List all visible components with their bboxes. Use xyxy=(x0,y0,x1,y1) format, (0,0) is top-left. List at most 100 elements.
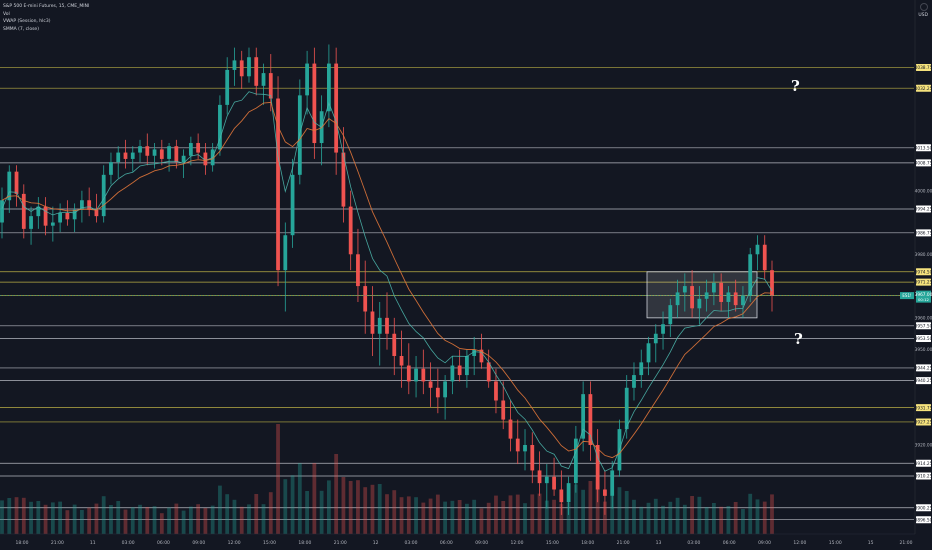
candle-body xyxy=(7,171,12,201)
candle-body xyxy=(421,368,426,382)
candle-body xyxy=(682,286,687,293)
smma-line xyxy=(1,101,773,459)
time-tick-label: 21:00 xyxy=(617,540,630,546)
volume-bar xyxy=(174,503,179,534)
volume-bar xyxy=(21,497,26,534)
level-label: 3953.50 xyxy=(915,336,932,342)
volume-bar xyxy=(566,502,571,534)
time-tick-label: 15:00 xyxy=(546,540,559,546)
volume-bar xyxy=(494,495,498,534)
candle-body xyxy=(283,235,288,271)
volume-bar xyxy=(239,506,244,534)
level-label: 4008.75 xyxy=(915,161,932,167)
candle-body xyxy=(377,317,382,334)
volume-bar xyxy=(770,494,774,534)
volume-bar xyxy=(7,498,12,534)
level-label-bg xyxy=(916,459,931,467)
candle-body xyxy=(50,222,55,226)
candle-body xyxy=(762,244,767,271)
volume-bar xyxy=(726,506,731,534)
time-tick-label: 03:00 xyxy=(122,540,135,546)
volume-bar xyxy=(465,503,469,534)
candle-body xyxy=(479,349,484,363)
candle-body xyxy=(494,381,498,401)
candle-body xyxy=(159,149,164,159)
time-tick-label: 03:00 xyxy=(687,540,700,546)
candle-body xyxy=(232,60,237,70)
volume-bar xyxy=(159,513,164,534)
candle-body xyxy=(450,365,455,382)
volume-bar xyxy=(312,463,317,534)
candle-body xyxy=(268,73,273,99)
time-tick-label: 21:00 xyxy=(334,540,347,546)
candle-body xyxy=(428,381,433,388)
volume-bar xyxy=(305,491,309,534)
candle-body xyxy=(755,244,760,255)
time-tick-label: 18:00 xyxy=(581,540,594,546)
time-tick-label: 06:00 xyxy=(157,540,170,546)
volume-bar xyxy=(145,507,150,534)
volume-bar xyxy=(80,510,84,534)
symbol-tag-bg xyxy=(900,292,914,300)
volume-bar xyxy=(297,463,302,534)
volume-bar xyxy=(755,499,760,534)
time-tick-label: 13 xyxy=(656,540,662,546)
time-tick-label: 03:00 xyxy=(404,540,417,546)
volume-bar xyxy=(399,497,404,534)
circle-icon[interactable] xyxy=(920,3,928,11)
level-label-bg xyxy=(916,229,931,237)
candle-body xyxy=(595,445,600,490)
price-axis: 4038.75 4032.25 4013.50 4008.75 4000.00 3994.… xyxy=(915,0,932,550)
level-label-bg xyxy=(916,418,931,426)
level-label: 4013.50 xyxy=(915,145,932,151)
volume-bar xyxy=(36,501,41,534)
volume-bar xyxy=(552,499,556,534)
candle-body xyxy=(704,292,709,299)
volume-bar xyxy=(450,500,455,534)
levels xyxy=(0,67,914,521)
time-tick-label: 15:00 xyxy=(263,540,276,546)
level-label: 3900.25 xyxy=(915,505,932,511)
legend-vwap[interactable]: VWAP (Session, hlc3) xyxy=(3,19,51,24)
volume-bar xyxy=(661,505,665,534)
volume-bar xyxy=(639,506,644,534)
volume-bar xyxy=(508,495,513,534)
legend-smma[interactable]: SMMA (7, close) xyxy=(3,26,39,32)
volume-bar xyxy=(588,481,593,534)
currency-label[interactable]: USD xyxy=(918,13,928,18)
volume-bar xyxy=(617,487,622,534)
volume-bar xyxy=(559,503,564,534)
volume-bar xyxy=(377,484,382,534)
candles xyxy=(0,44,774,515)
volume-bar xyxy=(675,497,680,534)
volume-bar xyxy=(290,475,295,534)
level-label: 3927.25 xyxy=(915,420,932,426)
candle-body xyxy=(385,317,389,334)
volume-bar xyxy=(581,489,586,534)
candle-body xyxy=(254,57,259,86)
volume-bar xyxy=(370,484,375,534)
candle-body xyxy=(356,254,360,287)
level-label: 3944.25 xyxy=(915,366,932,372)
legend-symbol[interactable]: S&P 500 E-mini Futures, 15, CME_MINI xyxy=(3,4,90,9)
candle-body xyxy=(588,394,593,445)
volume-bar xyxy=(472,499,477,534)
candle-body xyxy=(188,143,193,156)
time-tick-label: 12 xyxy=(373,540,379,546)
time-tick-label: 06:00 xyxy=(723,540,736,546)
volume-bar xyxy=(348,481,353,534)
candle-body xyxy=(624,387,629,430)
volume-bar xyxy=(457,500,462,534)
time-tick-label: 12:00 xyxy=(228,540,241,546)
volume-bar xyxy=(501,501,506,534)
volume-bar xyxy=(225,494,230,534)
candle-body xyxy=(72,209,77,220)
candle-body xyxy=(472,349,477,356)
candle-body xyxy=(130,152,135,159)
volume-bar xyxy=(624,491,629,534)
level-label: 3986.75 xyxy=(915,230,932,236)
legend-volume[interactable]: Vol xyxy=(3,11,10,17)
volume-bar xyxy=(341,477,346,534)
level-label: 3931.75 xyxy=(915,405,932,411)
